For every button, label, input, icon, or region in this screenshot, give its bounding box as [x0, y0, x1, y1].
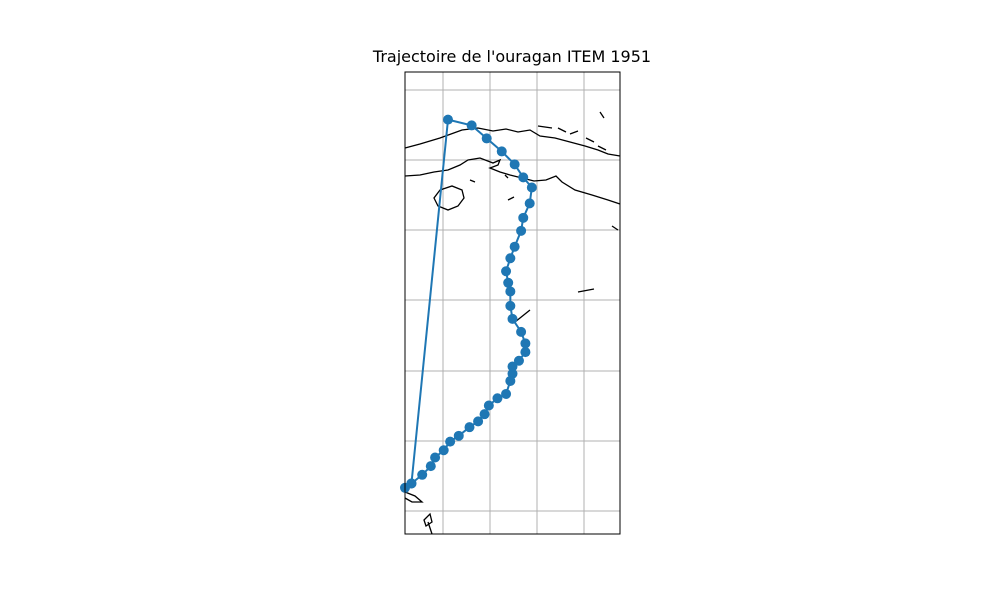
track-point	[464, 422, 475, 433]
track-point	[483, 400, 494, 411]
track-point	[406, 478, 417, 489]
track-point	[505, 375, 516, 386]
track-point	[466, 120, 477, 131]
track-point	[479, 409, 490, 420]
keys-coastline	[469, 111, 619, 323]
track-point	[492, 393, 503, 404]
map-title: Trajectoire de l'ouragan ITEM 1951	[372, 47, 652, 66]
track-point	[505, 253, 516, 264]
track-point	[430, 452, 441, 463]
cuba-coastline	[404, 127, 621, 205]
hurricane-track	[400, 114, 537, 493]
track-point	[505, 300, 516, 311]
track-point	[438, 445, 449, 456]
map-frame	[404, 71, 621, 535]
coastlines	[404, 111, 621, 535]
track-point	[507, 313, 518, 324]
track-point	[417, 469, 428, 480]
track-point	[526, 182, 537, 193]
track-point	[524, 198, 535, 209]
track-point	[518, 172, 529, 183]
track-point	[473, 416, 484, 427]
track-point	[453, 430, 464, 441]
track-point	[481, 133, 492, 144]
track-point	[509, 241, 520, 252]
track-point	[520, 347, 531, 358]
track-point	[425, 461, 436, 472]
track-point	[516, 225, 527, 236]
isle-coastline	[433, 185, 465, 211]
track-point	[445, 436, 456, 447]
south-coastline	[404, 491, 433, 535]
track-point	[501, 266, 512, 277]
track-point	[503, 277, 514, 288]
track-point	[509, 159, 520, 170]
track-point	[505, 286, 516, 297]
track-point	[496, 146, 507, 157]
track-point	[501, 388, 512, 399]
track-point	[518, 212, 529, 223]
track-point	[513, 355, 524, 366]
track-point	[520, 338, 531, 349]
track-line	[404, 118, 533, 489]
track-point	[516, 326, 527, 337]
track-point	[507, 361, 518, 372]
track-point	[443, 114, 453, 125]
